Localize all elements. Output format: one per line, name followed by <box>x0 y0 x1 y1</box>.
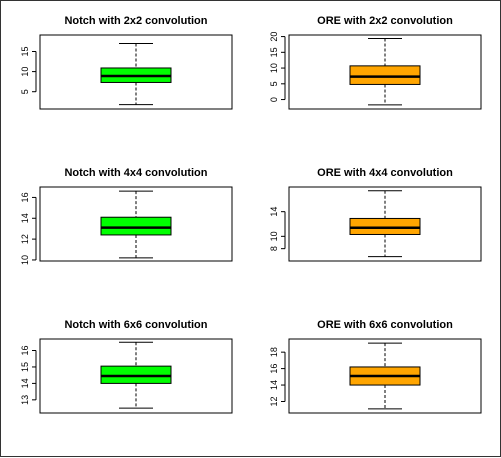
plot-title-6: ORE with 6x6 convolution <box>317 319 453 331</box>
y-tick-label-1-0: 5 <box>20 89 30 94</box>
y-tick-label-3-3: 16 <box>20 192 30 202</box>
y-tick-label-3-0: 10 <box>20 255 30 265</box>
y-tick-label-4-0: 8 <box>269 246 279 251</box>
y-tick-label-2-2: 10 <box>269 63 279 73</box>
plot-title-3: Notch with 4x4 convolution <box>64 167 207 179</box>
y-tick-label-5-2: 15 <box>20 362 30 372</box>
y-tick-label-3-2: 14 <box>20 213 30 223</box>
y-tick-label-4-2: 14 <box>269 207 279 217</box>
y-tick-label-6-0: 12 <box>269 396 279 406</box>
y-tick-label-2-1: 5 <box>269 81 279 86</box>
y-tick-label-5-3: 16 <box>20 346 30 356</box>
plot-frame-6 <box>288 338 482 414</box>
y-tick-label-5-0: 13 <box>20 395 30 405</box>
iqr-box-2 <box>349 65 421 85</box>
plot-frame-5 <box>39 338 233 414</box>
iqr-box-3 <box>100 216 172 236</box>
plot-frame-3 <box>39 186 233 262</box>
plot-frame-2 <box>288 34 482 110</box>
y-tick-label-6-2: 16 <box>269 364 279 374</box>
y-tick-label-2-4: 20 <box>269 32 279 42</box>
plot-title-5: Notch with 6x6 convolution <box>64 319 207 331</box>
y-tick-label-5-1: 14 <box>20 378 30 388</box>
y-tick-label-4-1: 10 <box>269 231 279 241</box>
plot-title-4: ORE with 4x4 convolution <box>317 167 453 179</box>
plot-title-1: Notch with 2x2 convolution <box>64 15 207 27</box>
plot-title-2: ORE with 2x2 convolution <box>317 15 453 27</box>
y-tick-label-6-3: 18 <box>269 347 279 357</box>
y-tick-label-3-1: 12 <box>20 234 30 244</box>
y-tick-label-6-1: 14 <box>269 380 279 390</box>
y-tick-label-2-0: 0 <box>269 97 279 102</box>
y-tick-label-1-1: 10 <box>20 67 30 77</box>
y-tick-label-2-3: 15 <box>269 47 279 57</box>
plot-frame-4 <box>288 186 482 262</box>
plot-frame-1 <box>39 34 233 110</box>
y-tick-label-1-2: 15 <box>20 46 30 56</box>
